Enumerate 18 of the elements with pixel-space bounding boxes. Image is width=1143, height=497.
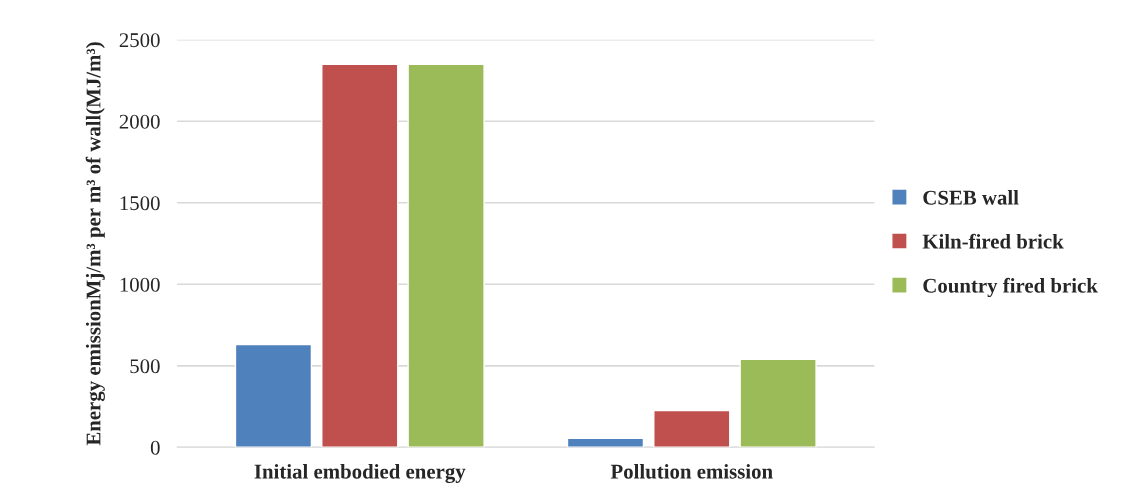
- bar: [739, 358, 817, 448]
- bar: [566, 437, 645, 448]
- y-tick-label: 2000: [119, 114, 160, 129]
- y-axis-title: Energy emissionMj/m³ per m³ of wall(MJ/m³): [85, 42, 105, 446]
- bar: [407, 63, 485, 448]
- bar: [321, 63, 399, 448]
- legend-label: CSEB wall: [923, 190, 1019, 205]
- x-tick-label: Pollution emission: [610, 463, 773, 479]
- y-tick-label: 0: [150, 440, 160, 455]
- y-tick-label: 1000: [120, 277, 160, 292]
- bar: [653, 409, 731, 448]
- legend-label: Country fired brick: [923, 277, 1098, 297]
- legend-label: Kiln-fired brick: [922, 233, 1064, 249]
- y-tick-label: 2500: [119, 33, 160, 48]
- bar: [234, 343, 313, 448]
- x-tick-label: Initial embodied energy: [254, 463, 466, 484]
- y-tick-label: 500: [130, 359, 160, 374]
- y-tick-label: 1500: [120, 196, 160, 211]
